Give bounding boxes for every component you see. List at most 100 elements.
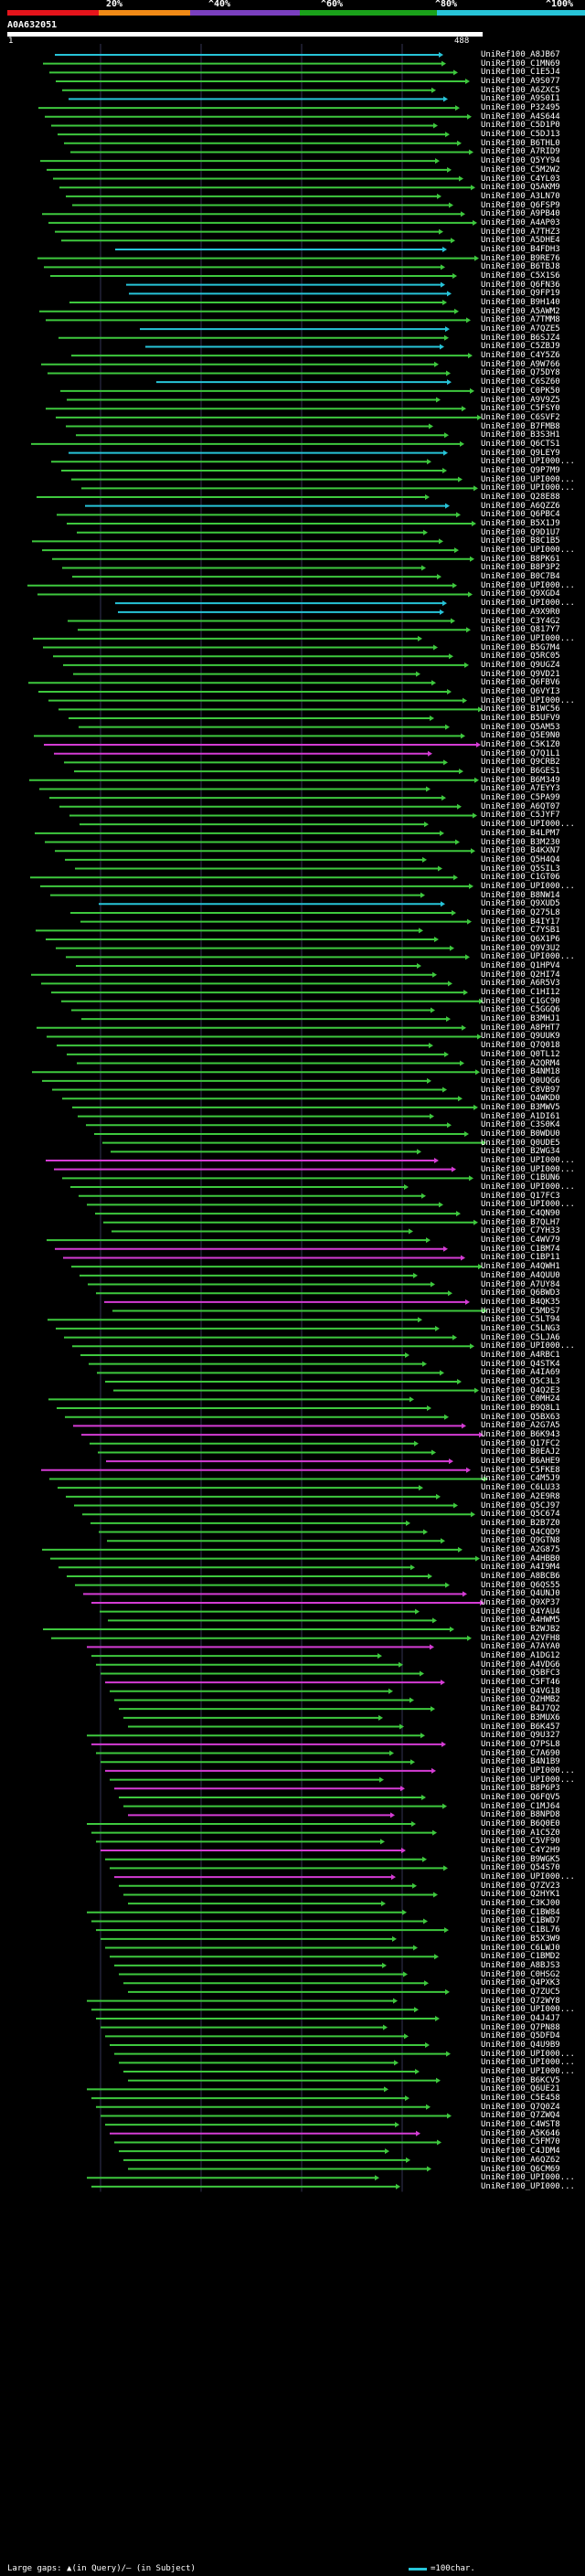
hit-label[interactable]: UniRef100_C7A690	[481, 1748, 560, 1758]
hit-label[interactable]: UniRef100_A4HBB0	[481, 1553, 560, 1564]
hit-label[interactable]: UniRef100_A5AWM2	[481, 306, 560, 316]
hit-label[interactable]: UniRef100_Q5YY94	[481, 156, 560, 166]
hit-label[interactable]: UniRef100_UPI000...	[481, 2067, 575, 2077]
hit-label[interactable]: UniRef100_B4KXN7	[481, 846, 560, 856]
hit-label[interactable]: UniRef100_B1WC56	[481, 705, 560, 715]
hit-label[interactable]: UniRef100_Q5E9N0	[481, 731, 560, 741]
hit-label[interactable]: UniRef100_C1BMD2	[481, 1952, 560, 1962]
hit-label[interactable]: UniRef100_Q6FSP9	[481, 200, 560, 210]
hit-label[interactable]: UniRef100_Q0UQG6	[481, 1076, 560, 1086]
hit-label[interactable]: UniRef100_UPI000...	[481, 1775, 575, 1785]
hit-label[interactable]: UniRef100_Q4WKD0	[481, 1094, 560, 1104]
hit-label[interactable]: UniRef100_UPI000...	[481, 820, 575, 830]
hit-label[interactable]: UniRef100_C5E458	[481, 2094, 560, 2104]
hit-label[interactable]: UniRef100_B8NW14	[481, 890, 560, 900]
hit-label[interactable]: UniRef100_Q9XUD5	[481, 899, 560, 909]
hit-label[interactable]: UniRef100_Q6BWD3	[481, 1288, 560, 1299]
hit-label[interactable]: UniRef100_Q6CTS1	[481, 439, 560, 449]
hit-label[interactable]: UniRef100_Q4PXK3	[481, 1978, 560, 1988]
hit-label[interactable]: UniRef100_A7AYA0	[481, 1642, 560, 1652]
hit-label[interactable]: UniRef100_B6TBJ8	[481, 262, 560, 272]
hit-label[interactable]: UniRef100_Q6QS55	[481, 1580, 560, 1590]
hit-label[interactable]: UniRef100_B4J7Q2	[481, 1704, 560, 1714]
hit-label[interactable]: UniRef100_UPI000...	[481, 2181, 575, 2191]
hit-label[interactable]: UniRef100_B4N1B9	[481, 1757, 560, 1767]
hit-label[interactable]: UniRef100_Q6PBC4	[481, 510, 560, 520]
hit-label[interactable]: UniRef100_B4LPM7	[481, 828, 560, 838]
hit-label[interactable]: UniRef100_Q4YAU4	[481, 1606, 560, 1617]
hit-label[interactable]: UniRef100_A7THZ3	[481, 227, 560, 237]
hit-label[interactable]: UniRef100_C5ZBJ9	[481, 342, 560, 352]
hit-label[interactable]: UniRef100_C6LU33	[481, 1483, 560, 1493]
hit-label[interactable]: UniRef100_Q6VYI3	[481, 686, 560, 696]
hit-label[interactable]: UniRef100_C4QN90	[481, 1209, 560, 1219]
hit-label[interactable]: UniRef100_Q817Y7	[481, 625, 560, 635]
hit-label[interactable]: UniRef100_Q5C674	[481, 1510, 560, 1520]
hit-label[interactable]: UniRef100_B8PK61	[481, 554, 560, 564]
hit-label[interactable]: UniRef100_Q7ZV23	[481, 1881, 560, 1891]
hit-label[interactable]: UniRef100_C4Y5Z6	[481, 351, 560, 361]
hit-label[interactable]: UniRef100_Q5H4Q4	[481, 854, 560, 864]
hit-label[interactable]: UniRef100_C3S0K4	[481, 1120, 560, 1130]
hit-label[interactable]: UniRef100_A2G875	[481, 1544, 560, 1554]
hit-label[interactable]: UniRef100_Q5SIL3	[481, 864, 560, 874]
hit-label[interactable]: UniRef100_A4QWH1	[481, 1262, 560, 1272]
hit-label[interactable]: UniRef100_A6QZ62	[481, 2155, 560, 2165]
hit-label[interactable]: UniRef100_A4VDG6	[481, 1659, 560, 1670]
hit-label[interactable]: UniRef100_Q5DFD4	[481, 2031, 560, 2041]
hit-label[interactable]: UniRef100_A1DG12	[481, 1651, 560, 1661]
hit-label[interactable]: UniRef100_C1BP11	[481, 1253, 560, 1263]
hit-label[interactable]: UniRef100_B6K943	[481, 1430, 560, 1440]
hit-label[interactable]: UniRef100_Q6UE21	[481, 2084, 560, 2094]
hit-label[interactable]: UniRef100_Q28E88	[481, 493, 560, 502]
hit-label[interactable]: UniRef100_C5MDS7	[481, 1306, 560, 1316]
hit-label[interactable]: UniRef100_Q4STK4	[481, 1359, 560, 1369]
hit-label[interactable]: UniRef100_Q6X1P6	[481, 935, 560, 944]
hit-label[interactable]: UniRef100_C0MH24	[481, 1394, 560, 1405]
hit-label[interactable]: UniRef100_UPI000...	[481, 1182, 575, 1193]
hit-label[interactable]: UniRef100_UPI000...	[481, 580, 575, 590]
hit-label[interactable]: UniRef100_B3S3H1	[481, 430, 560, 440]
hit-label[interactable]: UniRef100_C5FSY0	[481, 404, 560, 414]
hit-label[interactable]: UniRef100_Q75DY8	[481, 368, 560, 378]
hit-label[interactable]: UniRef100_A2VFH8	[481, 1633, 560, 1643]
hit-label[interactable]: UniRef100_UPI000...	[481, 1200, 575, 1210]
hit-label[interactable]: UniRef100_A8BJS3	[481, 1960, 560, 1970]
hit-label[interactable]: UniRef100_B9Q8L1	[481, 1404, 560, 1414]
hit-label[interactable]: UniRef100_Q275L8	[481, 907, 560, 917]
hit-label[interactable]: UniRef100_B3MWV5	[481, 1102, 560, 1112]
hit-label[interactable]: UniRef100_C4Y2H9	[481, 1846, 560, 1856]
hit-label[interactable]: UniRef100_A6QZZ6	[481, 501, 560, 511]
hit-label[interactable]: UniRef100_Q5C3L3	[481, 1377, 560, 1386]
hit-label[interactable]: UniRef100_C3Y4G2	[481, 616, 560, 626]
hit-label[interactable]: UniRef100_Q5AM53	[481, 722, 560, 732]
hit-label[interactable]: UniRef100_C5DJ13	[481, 130, 560, 140]
hit-label[interactable]: UniRef100_Q4J4J7	[481, 2013, 560, 2023]
hit-label[interactable]: UniRef100_B6SJZ4	[481, 333, 560, 343]
hit-label[interactable]: UniRef100_UPI000...	[481, 2005, 575, 2015]
hit-label[interactable]: UniRef100_C1BW84	[481, 1907, 560, 1917]
hit-label[interactable]: UniRef100_A4IA69	[481, 1368, 560, 1378]
hit-label[interactable]: UniRef100_C1GC90	[481, 996, 560, 1006]
hit-label[interactable]: UniRef100_C5K1Z0	[481, 740, 560, 750]
hit-label[interactable]: UniRef100_A2QRM4	[481, 1058, 560, 1068]
hit-label[interactable]: UniRef100_Q1HPV4	[481, 961, 560, 971]
hit-label[interactable]: UniRef100_Q9P7M9	[481, 465, 560, 475]
hit-label[interactable]: UniRef100_A7UY84	[481, 1279, 560, 1289]
hit-label[interactable]: UniRef100_C1MJ64	[481, 1801, 560, 1811]
hit-label[interactable]: UniRef100_P32495	[481, 103, 560, 113]
hit-label[interactable]: UniRef100_B3MUX6	[481, 1712, 560, 1723]
hit-label[interactable]: UniRef100_B9H140	[481, 298, 560, 308]
hit-label[interactable]: UniRef100_UPI000...	[481, 695, 575, 705]
hit-label[interactable]: UniRef100_B5X1J9	[481, 519, 560, 529]
hit-label[interactable]: UniRef100_B7QLH7	[481, 1217, 560, 1227]
hit-label[interactable]: UniRef100_Q5BX63	[481, 1412, 560, 1422]
hit-label[interactable]: UniRef100_B5X3W9	[481, 1934, 560, 1944]
hit-label[interactable]: UniRef100_Q9V3U2	[481, 943, 560, 953]
hit-label[interactable]: UniRef100_B4FDH3	[481, 244, 560, 254]
hit-label[interactable]: UniRef100_B9RE76	[481, 253, 560, 263]
hit-label[interactable]: UniRef100_B2B7Z0	[481, 1518, 560, 1528]
hit-label[interactable]: UniRef100_C6SZ60	[481, 377, 560, 387]
hit-label[interactable]: UniRef100_C1BWD7	[481, 1916, 560, 1926]
hit-label[interactable]: UniRef100_B8P3P2	[481, 563, 560, 573]
